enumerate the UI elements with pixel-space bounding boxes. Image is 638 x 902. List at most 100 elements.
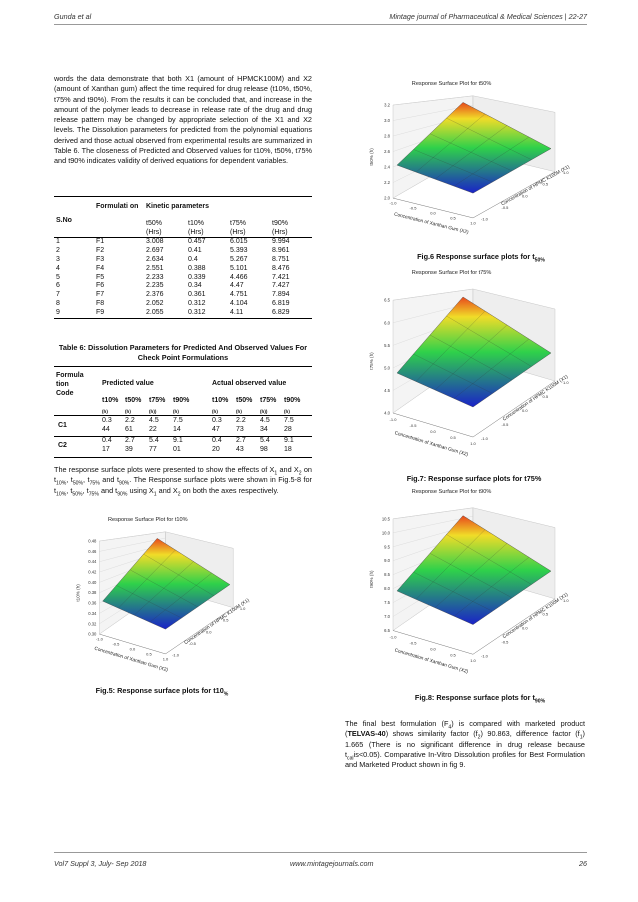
x-tick-label: -1.0	[96, 637, 104, 642]
check-point-value: 0.4	[102, 437, 112, 444]
check-point-value: 61	[125, 426, 133, 433]
y-tick-label: -1.0	[481, 436, 489, 441]
table-cell: 1	[56, 238, 60, 246]
check-point-value: 2.2	[125, 417, 135, 424]
fig6-figure: Response Surface Plot for t50% 3.2 3.0 2.8 2…	[355, 76, 585, 246]
x-tick-label: 1.0	[470, 221, 476, 226]
y-axis-label: Concentration of HPMC K100M (X1)	[502, 591, 570, 640]
table-cell: 2	[56, 247, 60, 255]
z-tick-label: 2.4	[384, 165, 390, 170]
table-cell: F4	[96, 264, 105, 272]
y-tick-label: 0.5	[543, 182, 549, 187]
z-tick-label: 6.5	[384, 628, 390, 633]
check-point-value: 0.3	[212, 417, 222, 424]
check-point-code: C1	[58, 422, 67, 429]
col-sno: S.No	[56, 216, 72, 224]
z-tick-label: 0.42	[88, 570, 97, 575]
response-surface	[396, 102, 552, 194]
col-formulation-code: Formula tion Code	[56, 372, 84, 397]
check-point-value: 14	[173, 426, 181, 433]
check-point-value: 34	[260, 426, 268, 433]
intro-paragraph: words the data demonstrate that both X1 …	[54, 74, 312, 166]
running-header-author: Gunda et al	[54, 12, 92, 21]
table-cell: F6	[96, 282, 105, 290]
table-cell: 4.47	[230, 282, 244, 290]
y-tick-label: 0.0	[522, 408, 528, 413]
table-cell: 7.421	[272, 273, 290, 281]
t-head: t75%	[260, 397, 277, 404]
y-tick-label: -0.5	[502, 422, 510, 427]
z-tick-label: 0.46	[88, 549, 97, 554]
x-tick-label: 0.0	[430, 646, 436, 651]
table-cell: 6	[56, 282, 60, 290]
table-cell: 0.339	[188, 273, 206, 281]
table-row: 8 F8 2.052 0.312 4.104 6.819	[54, 300, 312, 309]
table-cell: 9	[56, 308, 60, 316]
x-tick-label: -0.5	[410, 423, 418, 428]
x-tick-label: 0.0	[430, 211, 436, 216]
z-axis-label: t90% (h)	[369, 570, 374, 588]
z-tick-label: 9.0	[384, 558, 390, 563]
running-header-journal: Mintage journal of Pharmaceutical & Medi…	[389, 12, 587, 21]
x-axis-label: Concentration of Xanthan Gum (X2)	[394, 647, 469, 675]
y-tick-label: 0.5	[223, 618, 229, 623]
z-tick-label: 0.44	[88, 559, 97, 564]
check-point-value: 28	[284, 426, 292, 433]
subhead: t10%	[188, 219, 204, 227]
table-cell: 2.055	[146, 308, 164, 316]
check-point-value: 9.1	[284, 437, 294, 444]
unit-head: (h))	[260, 409, 268, 414]
table-cell: F5	[96, 273, 105, 281]
x-tick-label: 1.0	[163, 657, 169, 662]
table-cell: 0.388	[188, 264, 206, 272]
table-row: 9 F9 2.055 0.312 4.11 6.829	[54, 309, 312, 318]
table-cell: 8.751	[272, 255, 290, 263]
z-tick-label: 0.36	[88, 601, 97, 606]
footer-rule	[54, 852, 587, 853]
table-cell: 5.393	[230, 247, 248, 255]
y-tick-label: -0.5	[502, 205, 510, 210]
check-point-value: 43	[236, 446, 244, 453]
table-cell: 2.697	[146, 247, 164, 255]
z-tick-label: 0.38	[88, 590, 97, 595]
x-axis-label: Concentration of Xanthan Gum (X2)	[394, 430, 469, 458]
table-cell: 8.476	[272, 264, 290, 272]
table-cell: 6.829	[272, 308, 290, 316]
plot-title: Response Surface Plot for t75%	[412, 270, 492, 276]
table-cell: 2.052	[146, 299, 164, 307]
footer-volume: Vol7 Suppl 3, July- Sep 2018	[54, 859, 147, 868]
table-cell: 8	[56, 299, 60, 307]
t-head: t90%	[173, 397, 190, 404]
z-tick-label: 0.34	[88, 611, 97, 616]
x-tick-label: 0.5	[450, 435, 456, 440]
z-tick-label: 10.5	[382, 516, 391, 521]
kinetic-parameters-table: S.No Formulati on Kinetic parameters t50…	[54, 196, 312, 319]
table-cell: 2.376	[146, 291, 164, 299]
y-tick-label: -0.5	[502, 639, 510, 644]
x-tick-label: 0.5	[450, 652, 456, 657]
z-tick-label: 2.6	[384, 149, 390, 154]
z-tick-label: 8.0	[384, 586, 390, 591]
table-cell: 5.101	[230, 264, 248, 272]
table-cell: F1	[96, 238, 105, 246]
fig7-figure: Response Surface Plot for t75% 6.5 6.0 5.5 5…	[355, 265, 585, 470]
z-tick-label: 0.32	[88, 621, 97, 626]
unit-head: (h)	[284, 409, 290, 414]
unit-head: (h)	[236, 409, 242, 414]
z-tick-label: 4.0	[384, 411, 390, 416]
plot-title: Response Surface Plot for t50%	[412, 81, 492, 87]
table-cell: 4.466	[230, 273, 248, 281]
table-row: 3 F3 2.634 0.4 5.267 8.751	[54, 256, 312, 265]
y-tick-label: 1.0	[240, 606, 246, 611]
z-tick-label: 2.8	[384, 134, 390, 139]
col-kinetic: Kinetic parameters	[146, 203, 210, 210]
unit-head: (h)	[125, 409, 131, 414]
x-tick-label: 0.0	[130, 647, 136, 652]
fig5-caption: Fig.5: Response surface plots for t10%	[95, 686, 229, 698]
x-tick-label: -0.5	[410, 640, 418, 645]
x-tick-label: 1.0	[470, 441, 476, 446]
z-tick-label: 0.30	[88, 632, 97, 637]
table-cell: 4.11	[230, 308, 244, 316]
z-tick-label: 0.48	[88, 539, 97, 544]
x-tick-label: 1.0	[470, 658, 476, 663]
